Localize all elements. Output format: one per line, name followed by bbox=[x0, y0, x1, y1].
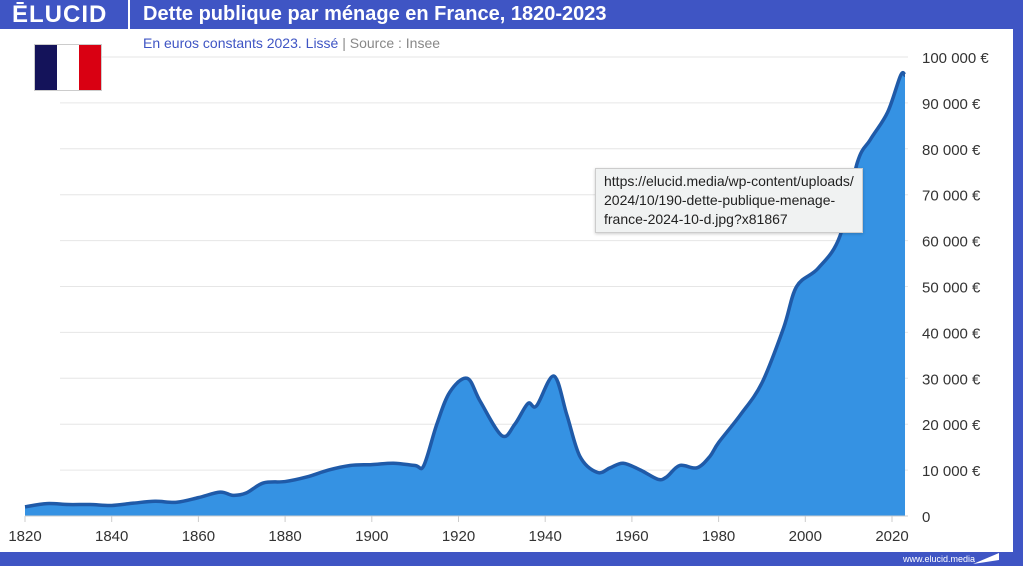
y-tick-label: 50 000 € bbox=[922, 280, 981, 297]
x-tick-label: 1960 bbox=[615, 528, 648, 545]
site-url: www.elucid.media bbox=[902, 554, 975, 564]
url-tooltip: https://elucid.media/wp-content/uploads/… bbox=[595, 168, 863, 233]
x-tick-label: 1860 bbox=[182, 528, 215, 545]
frame-right bbox=[1013, 0, 1023, 566]
elucid-mark-icon bbox=[973, 553, 999, 564]
france-flag-icon bbox=[34, 44, 102, 91]
tooltip-line: france-2024-10-d.jpg?x81867 bbox=[604, 211, 788, 227]
x-tick-label: 1920 bbox=[442, 528, 475, 545]
y-tick-label: 70 000 € bbox=[922, 188, 981, 205]
x-tick-label: 2020 bbox=[875, 528, 908, 545]
y-tick-label: 80 000 € bbox=[922, 142, 981, 159]
chart-title: Dette publique par ménage en France, 182… bbox=[143, 3, 607, 25]
subtitle-main: En euros constants 2023. Lissé bbox=[143, 35, 339, 51]
footer-bar: www.elucid.media bbox=[0, 552, 1023, 566]
tooltip-line: 2024/10/190-dette-publique-menage- bbox=[604, 192, 836, 208]
header-divider bbox=[128, 0, 130, 29]
y-tick-label: 30 000 € bbox=[922, 371, 981, 388]
y-tick-label: 100 000 € bbox=[922, 50, 989, 67]
subtitle-separator: | bbox=[342, 35, 346, 51]
x-tick-label: 2000 bbox=[789, 528, 822, 545]
tooltip-line: https://elucid.media/wp-content/uploads/ bbox=[604, 173, 854, 189]
x-tick-label: 1820 bbox=[8, 528, 41, 545]
x-tick-label: 1900 bbox=[355, 528, 388, 545]
y-tick-label: 90 000 € bbox=[922, 96, 981, 113]
series-line bbox=[24, 70, 907, 509]
x-tick-label: 1940 bbox=[529, 528, 562, 545]
source-text: Source : Insee bbox=[349, 35, 441, 51]
area-fill bbox=[25, 72, 906, 516]
y-tick-label: 40 000 € bbox=[922, 325, 981, 342]
y-tick-label: 10 000 € bbox=[922, 463, 981, 480]
logo: ĒLUCID bbox=[12, 1, 108, 28]
y-tick-label: 60 000 € bbox=[922, 234, 981, 251]
x-tick-label: 1880 bbox=[268, 528, 301, 545]
y-tick-label: 0 bbox=[922, 509, 930, 526]
y-tick-label: 20 000 € bbox=[922, 417, 981, 434]
subtitle: En euros constants 2023. Lissé | Source … bbox=[143, 35, 440, 51]
x-tick-label: 1840 bbox=[95, 528, 128, 545]
x-tick-label: 1980 bbox=[702, 528, 735, 545]
header-bar: ĒLUCID Dette publique par ménage en Fran… bbox=[0, 0, 1023, 29]
